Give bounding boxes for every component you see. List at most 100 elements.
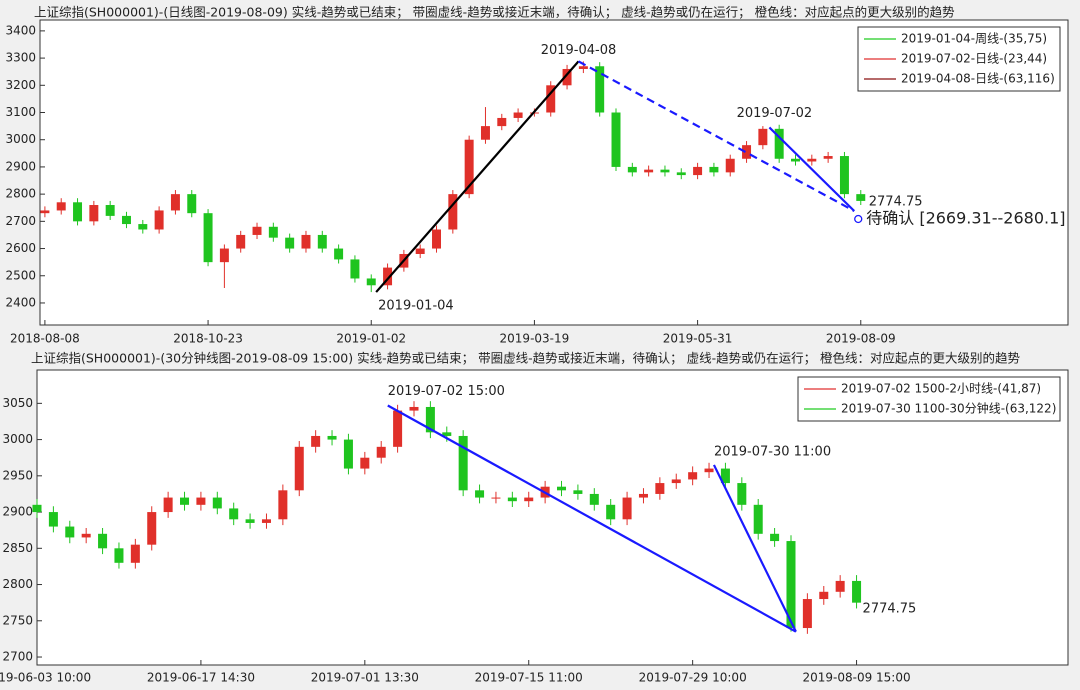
candle-body xyxy=(513,112,523,118)
candle-body xyxy=(742,145,752,159)
candle-body xyxy=(236,234,246,249)
y-tick-label: 2800 xyxy=(2,577,33,591)
annotation-marker xyxy=(854,214,863,224)
candle-body xyxy=(48,512,58,527)
y-tick-label: 3300 xyxy=(5,51,36,65)
candle-body xyxy=(219,248,229,263)
candle-body xyxy=(138,224,148,230)
y-tick-label: 2800 xyxy=(5,187,36,201)
candle-body xyxy=(32,504,42,513)
annotation: 2019-01-04 xyxy=(378,299,454,314)
candle-body xyxy=(203,213,213,263)
candle-body xyxy=(212,497,222,509)
candle-body xyxy=(448,194,458,230)
candle-body xyxy=(611,112,621,167)
candle-body xyxy=(65,526,75,538)
trend-line xyxy=(577,60,855,212)
candle-body xyxy=(480,126,490,140)
y-tick-label: 2400 xyxy=(5,295,36,309)
annotation: 2019-07-02 15:00 xyxy=(388,384,505,399)
candle-body xyxy=(856,194,866,201)
legend-label: 2019-07-02 1500-2小时线-(41,87) xyxy=(841,382,1041,396)
trend-line xyxy=(768,126,856,212)
candle-body xyxy=(147,512,157,545)
annotation: 2019-07-30 11:00 xyxy=(714,444,831,459)
legend-label: 2019-04-08-日线-(63,116) xyxy=(901,72,1055,86)
legend-box xyxy=(797,376,1061,422)
candle-body xyxy=(294,446,304,491)
candle-body xyxy=(753,504,763,534)
candle-body xyxy=(676,172,686,176)
candle-body xyxy=(383,267,393,286)
x-tick-label: 2019-07-29 10:00 xyxy=(639,671,747,685)
y-tick-label: 3200 xyxy=(5,78,36,92)
candle-body xyxy=(196,497,206,505)
candle-body xyxy=(770,533,780,542)
candle-body xyxy=(507,497,517,502)
candle-body xyxy=(491,497,501,499)
candle-body xyxy=(327,435,337,440)
candle-body xyxy=(725,158,735,173)
annotation: 2774.75 xyxy=(863,601,917,616)
candle-body xyxy=(121,215,131,225)
x-tick-label: 2018-08-08 xyxy=(10,332,80,346)
candle-body xyxy=(693,166,703,176)
candle-body xyxy=(89,205,99,222)
candle-body xyxy=(415,248,425,254)
candle-body xyxy=(229,508,239,520)
candle-body xyxy=(595,66,605,113)
trend-line xyxy=(712,464,797,633)
candle-body xyxy=(245,519,255,523)
candle-body xyxy=(317,234,327,249)
x-tick-label: 2019-08-09 15:00 xyxy=(802,671,910,685)
x-tick-label: 2019-06-17 14:30 xyxy=(147,671,255,685)
x-tick-label: 2019-06-03 10:00 xyxy=(0,671,91,685)
candle-body xyxy=(627,166,637,173)
candle-body xyxy=(546,85,556,113)
candle-body xyxy=(819,591,829,600)
candle-body xyxy=(409,406,419,411)
candle-body xyxy=(187,194,197,214)
candle-body xyxy=(334,248,344,260)
candle-body xyxy=(425,406,435,433)
candle-body xyxy=(786,541,796,629)
legend-label: 2019-07-30 1100-30分钟线-(63,122) xyxy=(841,401,1056,416)
candle-body xyxy=(252,226,262,235)
annotation: 2019-04-08 xyxy=(541,43,617,58)
x-tick-label: 2019-01-02 xyxy=(336,332,406,346)
candle-body xyxy=(644,169,654,173)
candle-body xyxy=(660,169,670,173)
x-tick-label: 2019-05-31 xyxy=(663,332,733,346)
candle-body xyxy=(688,472,698,480)
candle-body xyxy=(350,259,360,279)
y-tick-label: 2700 xyxy=(2,650,33,664)
annotation: 2019-07-02 xyxy=(737,106,813,121)
candle-body xyxy=(704,468,714,473)
candle-body xyxy=(557,486,567,491)
candle-body xyxy=(81,533,91,538)
candle-body xyxy=(56,202,66,211)
candle-body xyxy=(442,432,452,436)
candle-body xyxy=(114,548,124,563)
y-tick-label: 2700 xyxy=(5,214,36,228)
candle-body xyxy=(720,468,730,484)
candle-body xyxy=(791,158,800,162)
candle-body xyxy=(105,205,115,216)
y-tick-label: 3050 xyxy=(2,396,33,410)
candle-body xyxy=(261,519,271,523)
x-tick-label: 2019-03-19 xyxy=(500,332,570,346)
candle-body xyxy=(98,533,108,549)
y-tick-label: 2600 xyxy=(5,241,36,255)
candle-body xyxy=(343,439,353,469)
y-tick-label: 3400 xyxy=(5,23,36,37)
chart-title: 上证综指(SH000001)-(日线图-2019-08-09) 实线-趋势或已结… xyxy=(34,5,955,20)
trend-line xyxy=(387,404,797,633)
candle-body xyxy=(360,457,370,469)
candle-body xyxy=(758,128,768,146)
candle-body xyxy=(802,599,812,629)
candle-body xyxy=(170,194,180,211)
candle-body xyxy=(573,490,583,494)
candle-body xyxy=(671,479,681,484)
candle-body xyxy=(376,446,386,458)
candle-body xyxy=(497,117,507,127)
